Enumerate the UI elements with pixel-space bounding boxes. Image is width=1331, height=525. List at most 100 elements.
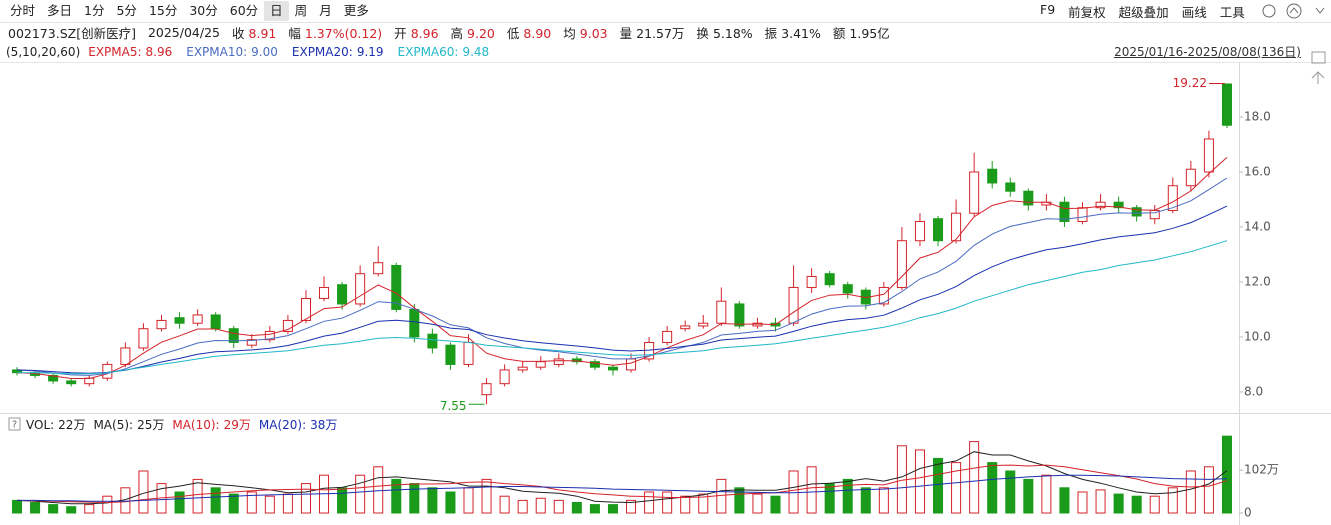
volume-bar bbox=[752, 493, 763, 514]
candle-body bbox=[1221, 83, 1232, 126]
toolbar-icons bbox=[1262, 3, 1326, 84]
candle-body bbox=[535, 361, 546, 368]
candle-body bbox=[680, 325, 691, 330]
candle-body bbox=[1023, 190, 1034, 206]
candle-body bbox=[138, 328, 149, 349]
field-label: 量 bbox=[619, 25, 633, 41]
candle-body bbox=[210, 314, 221, 330]
date-range[interactable]: 2025/01/16-2025/08/08(136日) bbox=[1114, 45, 1301, 59]
tool-button[interactable]: 画线 bbox=[1181, 4, 1207, 20]
field-label: 换 bbox=[696, 25, 709, 41]
field-value: 8.90 bbox=[523, 25, 552, 41]
candle-body bbox=[337, 284, 348, 305]
volume-bar bbox=[337, 487, 348, 514]
volume-bar bbox=[1131, 495, 1142, 514]
tool-button[interactable]: 前复权 bbox=[1068, 4, 1106, 20]
period-tab[interactable]: 日 bbox=[264, 1, 289, 21]
field-value: 5.18% bbox=[712, 25, 753, 41]
arrow-icon[interactable] bbox=[1311, 71, 1325, 84]
period-tab[interactable]: 周 bbox=[294, 3, 308, 18]
volume-bar bbox=[698, 493, 709, 514]
candle-body bbox=[391, 264, 402, 310]
volume-bar bbox=[174, 491, 185, 514]
legend-text: 25万 bbox=[137, 418, 164, 432]
candle-body bbox=[553, 358, 564, 365]
gear-icon[interactable] bbox=[1262, 4, 1276, 18]
volume-bar bbox=[192, 478, 203, 514]
candle-body bbox=[282, 319, 293, 332]
period-tab[interactable]: 60分 bbox=[229, 3, 259, 18]
candle-body bbox=[445, 344, 456, 365]
period-tab[interactable]: 30分 bbox=[189, 3, 218, 18]
line-series bbox=[17, 240, 1228, 375]
candle-body bbox=[409, 308, 420, 338]
volume-bar bbox=[264, 495, 275, 514]
candle-body bbox=[48, 374, 59, 382]
candle-body bbox=[842, 284, 853, 294]
line-series bbox=[16, 157, 1228, 379]
candle-body bbox=[246, 339, 257, 346]
tool-button[interactable]: 超级叠加 bbox=[1118, 4, 1169, 20]
period-tab[interactable]: 分时 bbox=[10, 3, 36, 18]
candle-body bbox=[66, 380, 77, 385]
volume-bar bbox=[680, 495, 691, 514]
y-tick-label: 16.0 bbox=[1244, 164, 1271, 178]
field-value: 9.03 bbox=[579, 25, 608, 41]
legend-value: 9.00 bbox=[251, 45, 278, 59]
candle-body bbox=[517, 366, 528, 371]
tool-buttons: F9 前复权 超级叠加 画线 工具 bbox=[1040, 2, 1245, 21]
candle-body bbox=[1131, 207, 1142, 217]
y-tick-label: 12.0 bbox=[1244, 274, 1271, 288]
candle-body bbox=[84, 377, 95, 385]
tool-button[interactable]: F9 bbox=[1040, 1, 1056, 17]
up-icon[interactable] bbox=[1286, 3, 1302, 19]
period-tab[interactable]: 15分 bbox=[148, 3, 178, 18]
wp-icon[interactable] bbox=[1311, 51, 1326, 64]
volume-bar bbox=[951, 462, 962, 514]
period-tab[interactable]: 1分 bbox=[84, 3, 105, 18]
candle-body bbox=[806, 275, 817, 288]
y-tick-label: 10.0 bbox=[1244, 329, 1271, 343]
period-tabs: 分时 多日 1分 5分 15分 30分 60分日周月更多 bbox=[4, 1, 375, 21]
period-tab[interactable]: 月 bbox=[319, 3, 332, 18]
chevron-icon[interactable] bbox=[1315, 7, 1325, 14]
candle-body bbox=[698, 322, 709, 327]
legend-text: VOL: bbox=[26, 418, 54, 432]
line-series bbox=[16, 205, 1228, 374]
volume-bar bbox=[481, 478, 492, 514]
candle-body bbox=[662, 330, 673, 343]
volume-bar bbox=[969, 441, 980, 514]
candle-body bbox=[969, 171, 980, 214]
volume-bar bbox=[1005, 470, 1016, 514]
legend-name: EXPMA20: bbox=[291, 45, 353, 59]
candle-body bbox=[1059, 201, 1070, 222]
period-tab[interactable]: 更多 bbox=[343, 3, 369, 18]
volume-bar bbox=[1095, 489, 1106, 514]
annotation: 19.22 bbox=[1173, 76, 1207, 90]
candle-body bbox=[896, 240, 907, 288]
legend-text: 29万 bbox=[224, 418, 251, 432]
tool-button[interactable]: 工具 bbox=[1219, 4, 1245, 20]
candle-body bbox=[499, 369, 510, 385]
period-tab[interactable]: 5分 bbox=[116, 3, 137, 18]
volume-bar bbox=[1221, 435, 1232, 514]
candle-body bbox=[192, 314, 203, 324]
legend-item: EXPMA20: 9.19 bbox=[292, 45, 384, 59]
volume-bar bbox=[282, 493, 293, 514]
volume-bar bbox=[1023, 478, 1034, 514]
legend-item: EXPMA60: 9.48 bbox=[398, 45, 490, 59]
field-label: 收 bbox=[232, 25, 245, 41]
volume-bar bbox=[824, 483, 835, 514]
candle-body bbox=[571, 358, 582, 363]
candle-body bbox=[987, 168, 998, 184]
period-tab[interactable]: 多日 bbox=[47, 3, 73, 18]
stock-code: 002173.SZ[创新医疗] bbox=[8, 25, 136, 41]
field-label: 低 bbox=[506, 25, 520, 41]
candle-body bbox=[300, 297, 311, 321]
volume-bar bbox=[1167, 487, 1178, 514]
line-series bbox=[17, 474, 1228, 502]
legend-text: MA(10): bbox=[172, 418, 219, 432]
legend-text: 22万 bbox=[58, 418, 85, 432]
legend-text: MA(20): bbox=[259, 418, 306, 432]
